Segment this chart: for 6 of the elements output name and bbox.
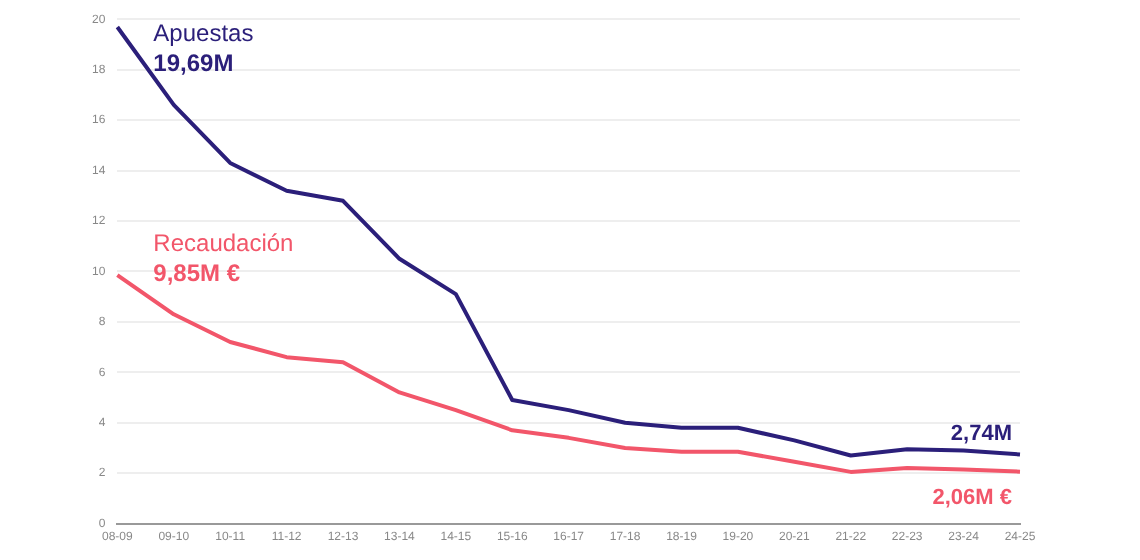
series-label: Recaudación xyxy=(153,229,294,258)
annotation: 2,06M € xyxy=(932,485,1012,510)
annotation: 9,85M € xyxy=(153,259,241,288)
annotation: 2,74M xyxy=(950,422,1012,447)
series-label: Apuestas xyxy=(153,19,254,48)
annotation: 19,69M xyxy=(153,49,234,78)
